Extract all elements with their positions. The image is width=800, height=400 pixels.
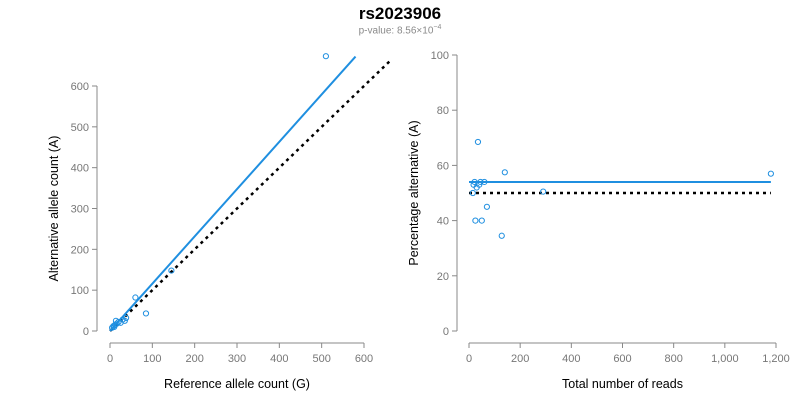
data-point: [132, 294, 139, 301]
x-tick-label: 100: [143, 353, 161, 365]
y-tick-label: 80: [437, 105, 449, 117]
p-value-subtitle: p-value: 8.56×10−4: [0, 24, 800, 36]
y-tick-label: 100: [431, 50, 449, 62]
data-point: [767, 170, 774, 177]
data-point: [142, 310, 150, 317]
data-point: [113, 320, 120, 327]
x-tick-label: 1,200: [762, 353, 790, 365]
data-point: [122, 314, 130, 322]
y-tick-label: 500: [71, 122, 89, 134]
data-point: [121, 317, 128, 324]
data-point: [322, 53, 329, 60]
x-tick-label: 0: [466, 353, 472, 365]
x-tick-label: 800: [664, 353, 682, 365]
x-tick-label: 400: [562, 353, 580, 365]
data-point: [168, 267, 175, 274]
x-tick-label: 200: [185, 353, 203, 365]
x-tick-label: 0: [107, 353, 113, 365]
data-point: [501, 169, 508, 176]
data-point: [481, 178, 488, 186]
data-point: [540, 188, 547, 195]
y-tick-label: 0: [443, 326, 449, 338]
data-point: [478, 217, 485, 224]
p-value-text: p-value: 8.56×10: [358, 25, 434, 37]
fit-line: [109, 55, 357, 332]
x-tick-label: 1,000: [711, 353, 739, 365]
y-tick-label: 20: [437, 271, 449, 283]
x-tick-label: 300: [228, 353, 246, 365]
x-tick-label: 600: [613, 353, 631, 365]
data-point: [474, 138, 482, 146]
x-tick-label: 200: [511, 353, 529, 365]
y-tick-label: 100: [71, 285, 89, 297]
y-tick-label: 200: [71, 244, 89, 256]
p-value-exponent: −4: [433, 24, 442, 31]
y-tick-label: 0: [83, 326, 89, 338]
y-tick-label: 60: [437, 160, 449, 172]
x-tick-label: 500: [312, 353, 330, 365]
data-point: [498, 232, 505, 239]
data-point: [483, 203, 491, 210]
y-tick-label: 40: [437, 216, 449, 228]
data-point: [471, 178, 478, 186]
y-tick-label: 400: [71, 163, 89, 175]
data-point: [469, 189, 476, 197]
x-tick-label: 400: [270, 353, 288, 365]
y-tick-label: 300: [71, 204, 89, 216]
y-axis-title: Percentage alternative (A): [407, 120, 421, 265]
data-point: [472, 217, 479, 224]
x-axis-title: Reference allele count (G): [164, 377, 310, 391]
chart-title: rs2023906: [358, 4, 442, 23]
x-tick-label: 600: [355, 353, 373, 365]
y-tick-label: 600: [71, 81, 89, 93]
data-point: [477, 178, 484, 186]
y-axis-title: Alternative allele count (A): [47, 136, 61, 282]
reference-line: [109, 58, 393, 332]
x-axis-title: Total number of reads: [562, 377, 683, 391]
